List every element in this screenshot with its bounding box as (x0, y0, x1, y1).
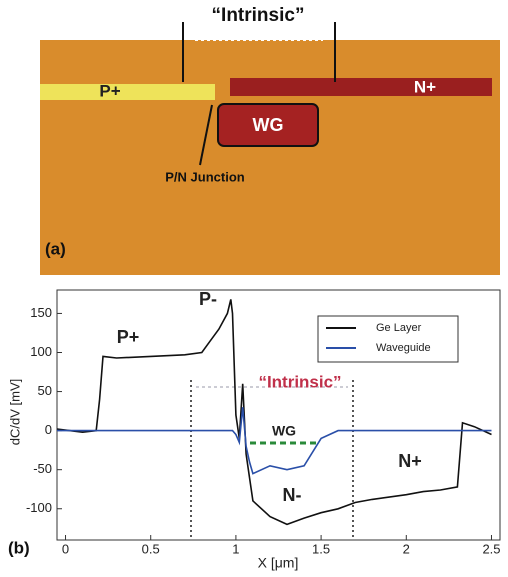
x-tick-label: 2 (403, 541, 410, 556)
pointer (199, 104, 213, 166)
x-tick-label: 0.5 (142, 541, 160, 556)
label: “Intrinsic” (212, 5, 305, 26)
x-tick-label: 0 (62, 541, 69, 556)
x-tick-label: 2.5 (482, 541, 500, 556)
label: P+ (99, 81, 120, 100)
y-tick-label: 100 (30, 344, 52, 359)
legend-label: Ge Layer (376, 322, 422, 334)
legend (317, 315, 459, 363)
x-tick-label: 1.5 (312, 541, 330, 556)
annotation: P- (199, 289, 217, 309)
panel-label: (b) (8, 538, 30, 557)
x-axis-label: X [μm] (258, 555, 299, 571)
annotation: WG (272, 423, 296, 439)
label: N+ (414, 77, 436, 96)
y-tick-label: 50 (38, 383, 52, 398)
annotation: N+ (398, 451, 422, 471)
annotation: “Intrinsic” (258, 372, 341, 391)
y-tick-label: 150 (30, 305, 52, 320)
y-axis-label: dC/dV [mV] (7, 379, 22, 445)
panel-label: (a) (45, 239, 66, 258)
annotation: P+ (117, 327, 140, 347)
label: WG (253, 115, 284, 135)
p-region (40, 84, 215, 100)
y-tick-label: -50 (33, 461, 52, 476)
annotation: N- (283, 485, 302, 505)
wg-box (217, 103, 319, 147)
series-line (57, 407, 492, 475)
x-tick-label: 1 (232, 541, 239, 556)
y-tick-label: 0 (45, 422, 52, 437)
label: P/N Junction (165, 169, 245, 184)
legend-label: Waveguide (376, 342, 431, 354)
n-region (230, 78, 492, 96)
y-tick-label: -100 (26, 500, 52, 515)
photo (40, 40, 500, 275)
